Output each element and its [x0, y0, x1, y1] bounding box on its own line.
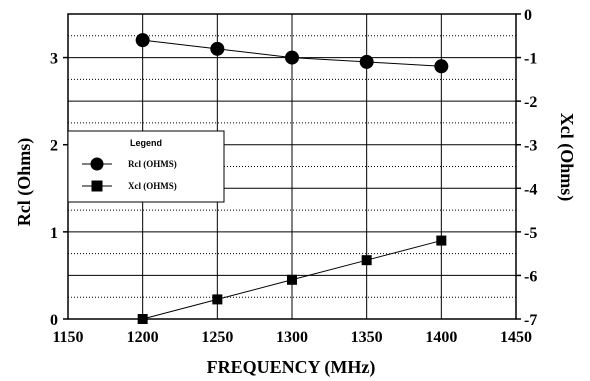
- legend: Legend Rcl (OHMS) Xcl (OHMS): [67, 130, 225, 203]
- legend-label-xcl: Xcl (OHMS): [128, 181, 177, 191]
- series-1: [137, 235, 447, 324]
- y-right-tick-label: -7: [524, 312, 537, 329]
- data-point: [436, 235, 447, 246]
- x-tick-label: 1150: [52, 329, 83, 346]
- y-axis-left-title: Rcl (Ohms): [14, 138, 35, 227]
- y-right-tick-label: -2: [524, 94, 537, 111]
- series-layer: [135, 33, 449, 324]
- legend-marker-rcl: [90, 157, 104, 171]
- legend-title: Legend: [130, 138, 162, 148]
- data-point: [361, 255, 372, 266]
- data-point: [137, 314, 148, 324]
- data-point: [135, 33, 150, 48]
- x-tick-label: 1400: [425, 329, 457, 346]
- y-right-tick-label: -5: [524, 225, 537, 242]
- series-0: [135, 33, 449, 74]
- data-point: [434, 59, 449, 74]
- y-left-tick-label: 2: [50, 138, 58, 155]
- x-tick-label: 1250: [201, 329, 233, 346]
- y-right-tick-label: 0: [524, 7, 532, 24]
- data-point: [285, 50, 299, 65]
- axis-ticks: 1150 1200 1250 1300 1350 1400 1450 0 1 2 3 0 -1 -2 -3 -…: [50, 7, 537, 346]
- data-point: [212, 294, 223, 305]
- x-tick-label: 1450: [500, 329, 532, 346]
- y-right-tick-label: -3: [524, 138, 537, 155]
- x-tick-label: 1300: [276, 329, 308, 346]
- y-right-tick-label: -4: [524, 181, 537, 198]
- y-right-tick-label: -6: [524, 268, 537, 285]
- x-tick-label: 1200: [127, 329, 159, 346]
- data-point: [287, 274, 297, 285]
- legend-marker-xcl: [91, 180, 103, 192]
- x-axis-title: FREQUENCY (MHz): [207, 357, 376, 378]
- data-point: [359, 54, 374, 69]
- y-right-tick-label: -1: [524, 51, 537, 68]
- y-left-tick-label: 0: [50, 312, 58, 329]
- y-axis-right-title: Xcl (Ohms): [556, 113, 577, 202]
- data-point: [210, 41, 225, 56]
- y-left-tick-label: 1: [50, 225, 58, 242]
- x-tick-label: 1350: [351, 329, 383, 346]
- y-left-tick-label: 3: [50, 51, 58, 68]
- legend-label-rcl: Rcl (OHMS): [128, 159, 177, 169]
